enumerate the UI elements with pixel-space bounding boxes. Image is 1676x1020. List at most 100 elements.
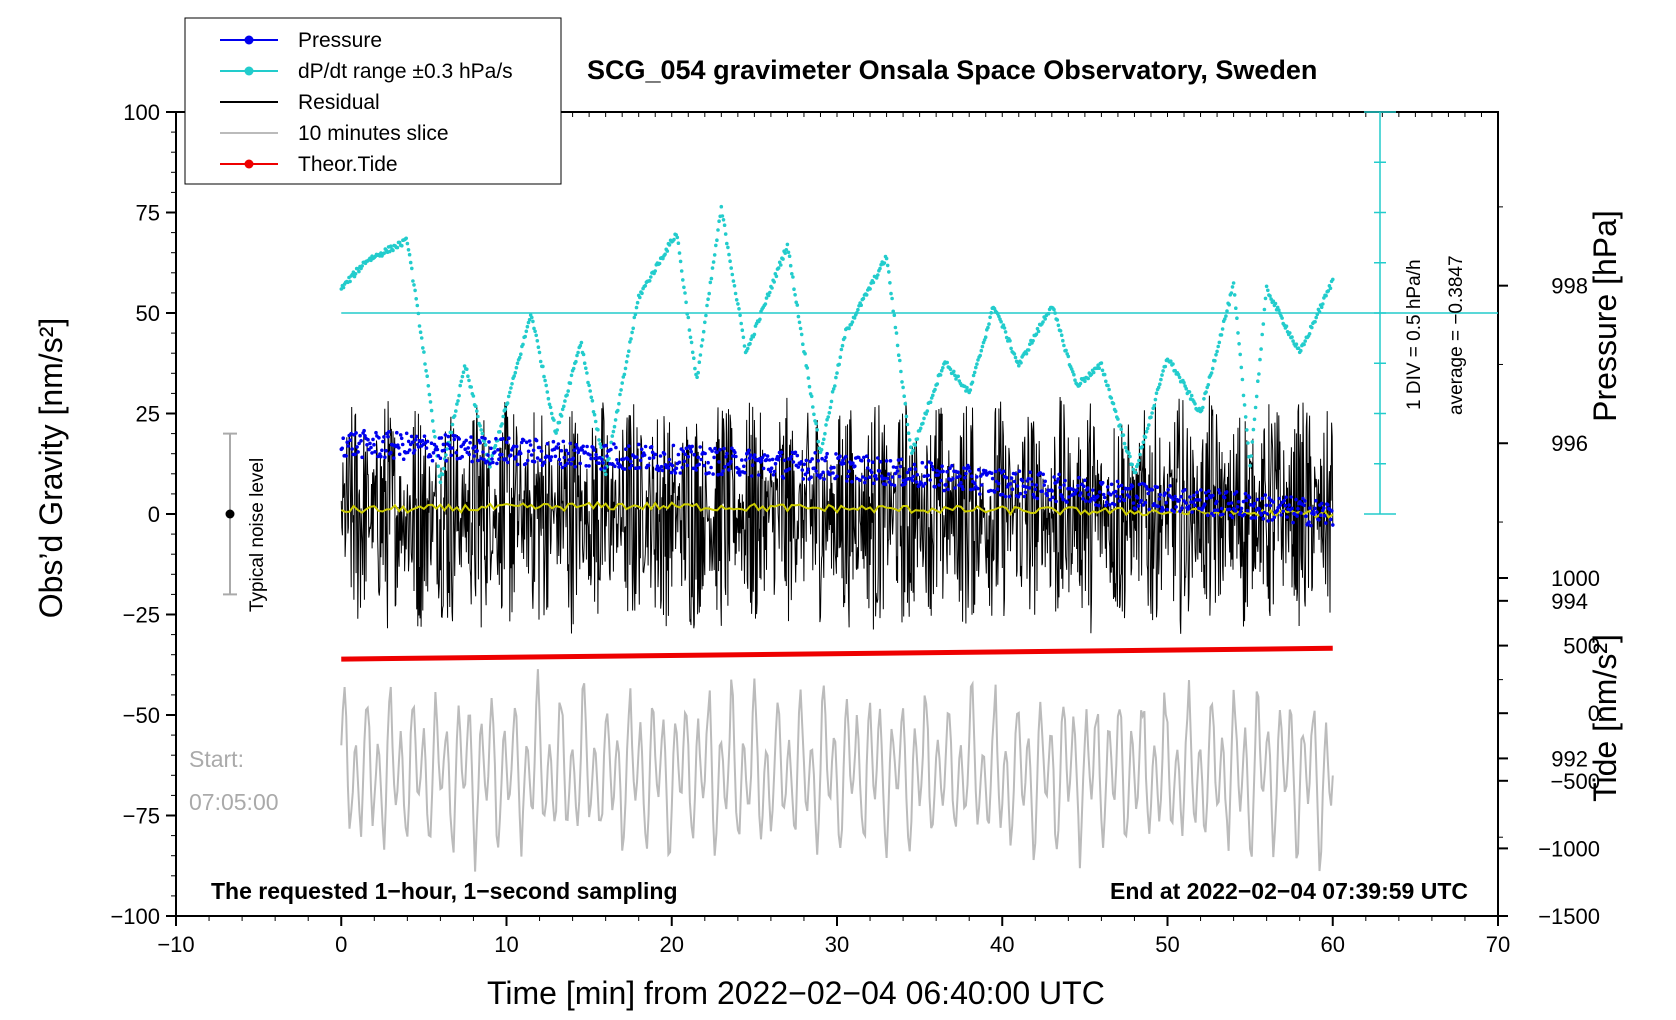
legend-entry-label: Pressure [298, 29, 382, 52]
dpdt-point [683, 291, 687, 295]
pressure-point [1211, 493, 1215, 498]
dpdt-point [806, 376, 811, 380]
pressure-point [1219, 506, 1224, 511]
pressure-point [1187, 504, 1191, 509]
dpdt-point [833, 384, 837, 388]
pressure-point [1137, 482, 1142, 487]
dpdt-point [1086, 376, 1090, 381]
pressure-point [894, 465, 899, 470]
dpdt-point [935, 382, 940, 386]
dpdt-point [475, 409, 479, 413]
pressure-point [846, 474, 850, 479]
dpdt-point [988, 315, 992, 320]
dpdt-point [1034, 332, 1039, 337]
dpdt-point [901, 385, 905, 390]
pressure-point [926, 473, 930, 478]
dpdt-point [537, 350, 542, 355]
pressure-point [1296, 506, 1300, 511]
dpdt-point [672, 237, 676, 242]
dpdt-point [437, 474, 442, 479]
dpdt-point [786, 250, 791, 255]
pressure-point [556, 442, 561, 446]
dpdt-point [415, 303, 420, 308]
dpdt-point [1008, 339, 1012, 343]
dpdt-point [720, 214, 725, 218]
dpdt-point [532, 326, 536, 331]
dpdt-point [925, 409, 930, 413]
pressure-point [569, 462, 574, 466]
pressure-point [381, 439, 385, 444]
pressure-point [989, 471, 994, 476]
dpdt-point [1275, 305, 1280, 310]
pressure-point [431, 451, 436, 455]
pressure-point [354, 431, 358, 435]
dpdt-point [861, 296, 866, 301]
pressure-point [671, 443, 676, 448]
pressure-point [892, 483, 897, 488]
dpdt-point [512, 374, 516, 378]
tide-tick-label: 500 [1563, 634, 1600, 659]
dpdt-point [1136, 462, 1140, 467]
dpdt-point [513, 370, 518, 375]
dpdt-point [679, 269, 684, 273]
pressure-point [1272, 515, 1277, 520]
dpdt-point [543, 378, 547, 383]
dpdt-point [885, 263, 890, 268]
pressure-point [670, 463, 675, 468]
dpdt-point [549, 411, 554, 416]
dpdt-point [907, 438, 912, 442]
dpdt-point [981, 340, 986, 345]
x-axis-title: Time [min] from 2022−02−04 06:40:00 UTC [487, 975, 1105, 1011]
pressure-point [1117, 499, 1122, 503]
dpdt-point [717, 219, 721, 223]
average-note: average = −0.3847 [1446, 255, 1467, 415]
pressure-point [521, 438, 526, 443]
dpdt-point [1250, 440, 1255, 444]
dpdt-point [599, 445, 603, 450]
dpdt-point [1002, 326, 1007, 330]
pressure-point [804, 458, 809, 463]
pressure-point [453, 434, 458, 438]
dpdt-point [856, 307, 860, 312]
dpdt-point [723, 232, 728, 236]
pressure-point [1018, 491, 1023, 496]
pressure-point [401, 457, 406, 462]
dpdt-point [557, 420, 562, 425]
dpdt-point [791, 275, 795, 279]
pressure-point [690, 444, 694, 449]
pressure-point [1279, 513, 1283, 517]
pressure-point [1020, 478, 1025, 483]
dpdt-point [904, 414, 909, 419]
pressure-point [778, 454, 783, 458]
dpdt-point [1056, 323, 1061, 328]
dpdt-point [493, 443, 498, 448]
pressure-tick-label: 996 [1551, 431, 1588, 456]
pressure-point [406, 439, 411, 444]
pressure-point [568, 441, 573, 446]
dpdt-point [649, 275, 653, 279]
dpdt-point [622, 372, 627, 377]
pressure-point [478, 440, 482, 445]
pressure-point [865, 466, 870, 470]
pressure-point [1285, 515, 1289, 519]
pressure-point [1227, 507, 1232, 512]
dpdt-point [429, 408, 434, 413]
pressure-point [634, 455, 639, 459]
pressure-point [787, 467, 792, 471]
dpdt-point [1149, 415, 1153, 420]
dpdt-point [686, 315, 691, 320]
dpdt-point [692, 356, 696, 361]
pressure-point [1013, 472, 1018, 476]
dpdt-point [1291, 339, 1295, 343]
pressure-point [651, 455, 656, 460]
pressure-point [383, 455, 387, 460]
dpdt-point [820, 441, 825, 446]
dpdt-point [952, 369, 956, 374]
dpdt-point [884, 256, 889, 261]
pressure-point [1241, 499, 1246, 504]
dpdt-point [419, 336, 424, 340]
pressure-point [1247, 495, 1252, 500]
dpdt-point [618, 392, 622, 397]
pressure-point [888, 459, 893, 463]
pressure-point [782, 458, 787, 463]
